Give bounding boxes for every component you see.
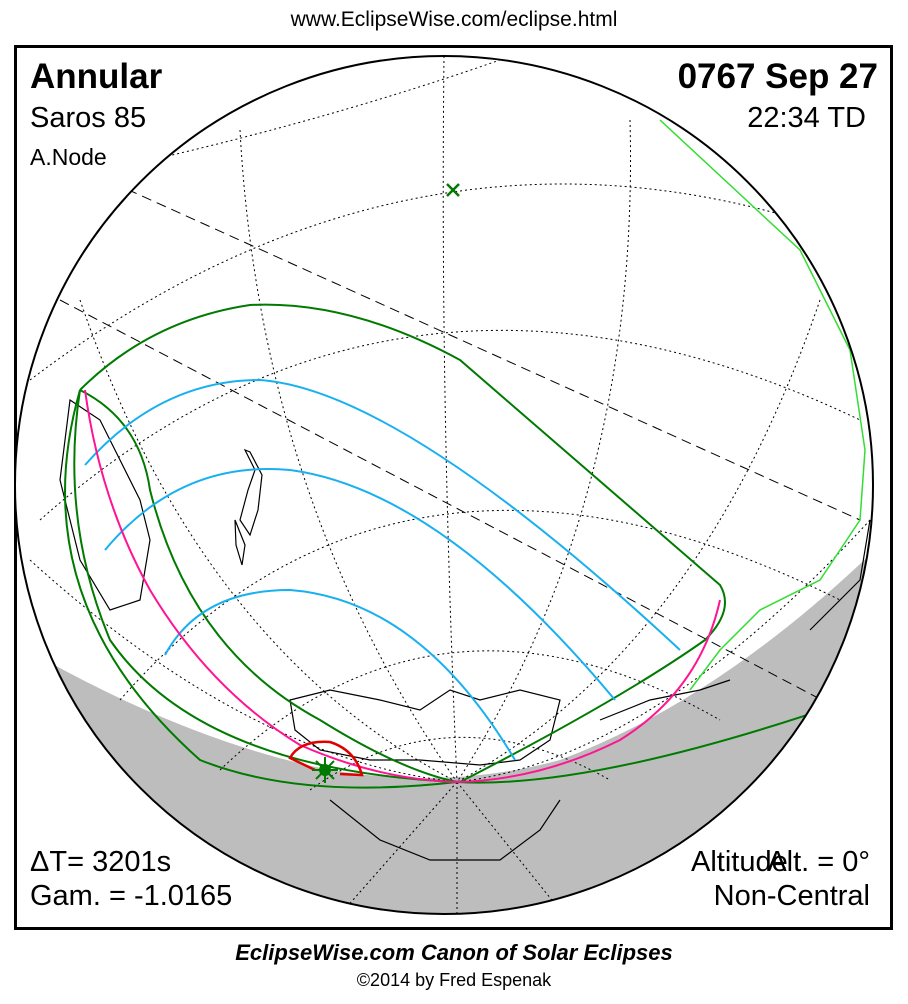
delta-t: ΔT= 3201s	[30, 846, 172, 878]
graticule	[29, 56, 871, 914]
gamma: Gam. = -1.0165	[30, 880, 233, 912]
greatest-eclipse-star-icon	[312, 757, 338, 783]
max-eclipse-curve	[288, 740, 364, 777]
node: A.Node	[30, 144, 107, 170]
centrality: Non-Central	[713, 880, 870, 912]
magnitude-lines	[84, 378, 681, 761]
subsolar-point-x-icon	[446, 183, 460, 197]
penumbral-limits	[64, 303, 873, 789]
altitude-label: Altitude	[691, 846, 788, 878]
footer-title: EclipseWise.com Canon of Solar Eclipses	[235, 940, 673, 965]
altitude-value: Alt. = 0°	[767, 846, 870, 878]
rise-set-curve	[84, 389, 721, 784]
globe-outline	[14, 55, 874, 915]
eclipse-time: 22:34 TD	[747, 102, 866, 134]
footer-copyright: ©2014 by Fred Espenak	[356, 970, 552, 990]
coastline-east	[659, 119, 866, 691]
eclipse-date: 0767 Sep 27	[677, 57, 878, 96]
saros-number: Saros 85	[30, 102, 147, 134]
source-url: www.EclipseWise.com/eclipse.html	[290, 8, 618, 31]
eclipse-type: Annular	[30, 57, 163, 96]
